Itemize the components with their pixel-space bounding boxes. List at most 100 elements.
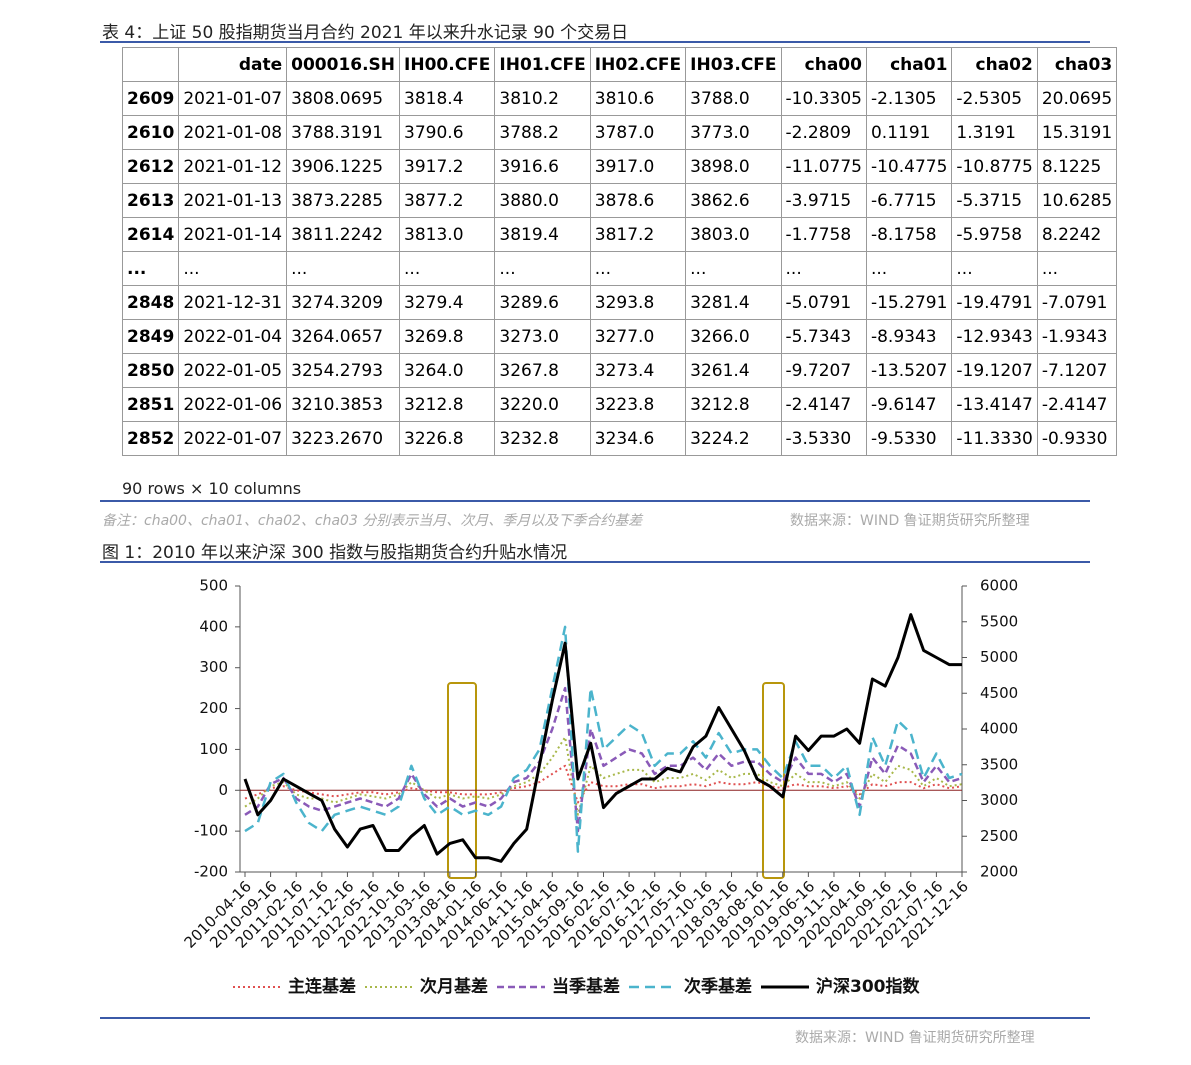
y-tick-label: 400 [199,617,228,635]
table-row: 2852 2022-01-07 3223.2670 3226.8 3232.8 3234.… [121,421,1118,456]
y2-tick-label: 2000 [980,863,1018,881]
y2-tick-label: 4000 [980,720,1018,738]
rule [100,561,1090,563]
rule [100,500,1090,502]
table-cell: 3788.3191 [286,115,401,150]
x-tick-label: 2019-11-16 [770,877,844,951]
x-tick-label: 2021-07-16 [872,877,946,951]
table-cell: ... [286,251,401,286]
y-tick-label: 100 [199,740,228,758]
y2-tick-label: 3000 [980,791,1018,809]
header-row: date 000016.SH IH00.CFE IH01.CFE IH02.CFE IH0… [121,47,1118,82]
x-tick-label: 2011-07-16 [257,877,331,951]
table-row: 2614 2021-01-14 3811.2242 3813.0 3819.4 3817.… [121,217,1118,252]
table-cell: 2021-01-13 [178,183,288,218]
table-cell: 3269.8 [399,319,496,354]
series-line [244,736,963,816]
table-cell: 3818.4 [399,81,496,116]
table-cell: 3273.0 [494,319,591,354]
column-header: IH03.CFE [685,47,782,82]
table-cell: -2.1305 [865,81,953,116]
table-cell: 3224.2 [685,421,782,456]
table-cell: -2.5305 [951,81,1038,116]
table-cell: 3223.2670 [286,421,401,456]
x-tick-label: 2018-03-16 [667,877,741,951]
table-cell: 3788.0 [685,81,782,116]
table-cell: 3808.0695 [286,81,401,116]
table-cell: 3220.0 [494,387,591,422]
table-cell: -7.0791 [1036,285,1118,320]
table-cell: 3281.4 [685,285,782,320]
row-index: 2848 [121,285,180,320]
x-tick-label: 2018-08-16 [693,877,767,951]
x-tick-label: 2019-01-16 [718,877,792,951]
note: 备注：cha00、cha01、cha02、cha03 分别表示当月、次月、季月以… [102,513,643,529]
table-cell: -10.3305 [780,81,867,116]
table-cell: -11.0775 [780,149,867,184]
column-header: date [178,47,288,82]
legend-label: 主连基差 [288,976,356,997]
table-cell: -3.5330 [780,421,867,456]
table-cell: -10.4775 [865,149,953,184]
table-cell: -5.0791 [780,285,867,320]
table-cell: -2.4147 [1036,387,1118,422]
y2-tick-label: 3500 [980,755,1018,773]
table-cell: 3803.0 [685,217,782,252]
table-cell: -8.9343 [865,319,953,354]
x-tick-label: 2020-09-16 [821,877,895,951]
x-tick-label: 2014-06-16 [437,877,511,951]
table-row: 2612 2021-01-12 3906.1225 3917.2 3916.6 3917.… [121,149,1118,184]
table-cell: 3813.0 [399,217,496,252]
column-header: IH02.CFE [589,47,687,82]
x-tick-label: 2017-10-16 [642,877,716,951]
table-cell: 0.1191 [865,115,953,150]
table-cell: -1.9343 [1036,319,1118,354]
column-header: cha03 [1036,47,1118,82]
x-tick-label: 2021-02-16 [846,877,920,951]
table-caption: 表 4：上证 50 股指期货当月合约 2021 年以来升水记录 90 个交易日 [102,23,629,43]
figure-source: 数据来源：WIND 鲁证期货研究所整理 [795,1030,1035,1046]
table-cell: ... [1036,251,1118,286]
table-cell: 3264.0657 [286,319,401,354]
table-cell: 3210.3853 [286,387,401,422]
row-index: 2612 [121,149,180,184]
table-cell: 3232.8 [494,421,591,456]
x-tick-label: 2019-06-16 [744,877,818,951]
table-cell: 3277.0 [589,319,687,354]
corner-cell [121,47,180,82]
table-cell: 3906.1225 [286,149,401,184]
table-cell: -11.3330 [951,421,1038,456]
x-tick-label: 2020-04-16 [795,877,869,951]
table-row: 2849 2022-01-04 3264.0657 3269.8 3273.0 3277.… [121,319,1118,354]
table-row: 2850 2022-01-05 3254.2793 3264.0 3267.8 3273.… [121,353,1118,388]
row-index: 2850 [121,353,180,388]
table-cell: 3790.6 [399,115,496,150]
column-header: IH01.CFE [494,47,591,82]
table-cell: 3293.8 [589,285,687,320]
table-cell: -10.8775 [951,149,1038,184]
table-cell: 3873.2285 [286,183,401,218]
table-cell: -12.9343 [951,319,1038,354]
table-cell: 3274.3209 [286,285,401,320]
table-cell: 3273.4 [589,353,687,388]
note-source: 数据来源：WIND 鲁证期货研究所整理 [790,513,1030,529]
series-line [244,686,963,833]
x-tick-label: 2012-05-16 [309,877,383,951]
table-cell: 3234.6 [589,421,687,456]
y2-tick-label: 4500 [980,684,1018,702]
column-header: 000016.SH [286,47,401,82]
row-index: ... [121,251,180,286]
table-cell: -0.9330 [1036,421,1118,456]
highlight-box [447,682,477,879]
table-cell: ... [589,251,687,286]
table-cell: ... [178,251,288,286]
x-tick-label: 2014-11-16 [462,877,536,951]
table-cell: 2021-12-31 [178,285,288,320]
table-cell: -3.9715 [780,183,867,218]
x-tick-label: 2012-10-16 [334,877,408,951]
table-cell: 3810.6 [589,81,687,116]
table-cell: -5.7343 [780,319,867,354]
x-tick-label: 2013-03-16 [360,877,434,951]
x-tick-label: 2016-02-16 [539,877,613,951]
x-tick-label: 2011-12-16 [283,877,357,951]
